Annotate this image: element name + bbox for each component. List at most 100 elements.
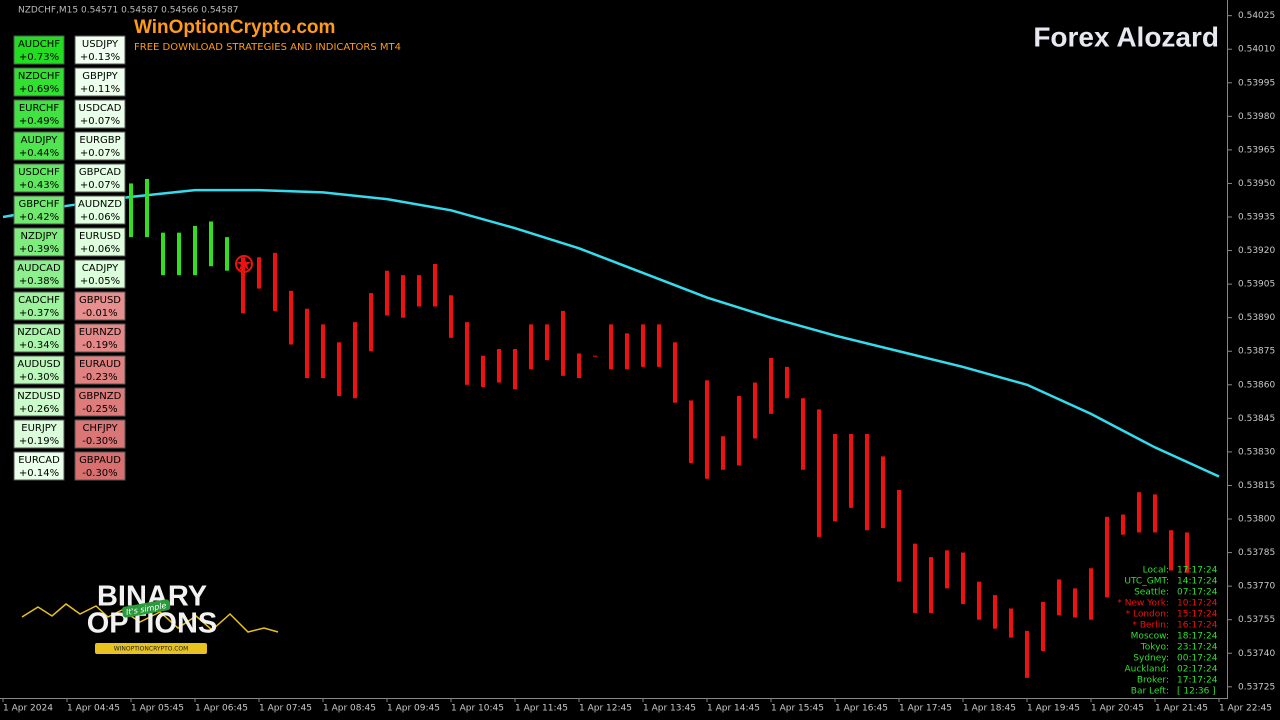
pair-name: NZDCAD (17, 327, 61, 338)
pair-change: +0.69% (19, 84, 59, 95)
pair-name: GBPCHF (19, 199, 60, 210)
x-tick-label: 1 Apr 19:45 (1027, 704, 1080, 714)
pair-name: NZDUSD (17, 391, 61, 402)
range-bar (625, 333, 629, 370)
x-tick-label: 1 Apr 07:45 (259, 704, 312, 714)
strength-cell (13, 99, 65, 129)
x-tick-label: 1 Apr 17:45 (899, 704, 952, 714)
range-bar (1041, 601, 1045, 652)
range-bar (1137, 492, 1141, 533)
clock-label: UTC_GMT: (1124, 577, 1169, 587)
pair-name: GBPNZD (79, 391, 122, 402)
y-tick-label: 0.53800 (1238, 515, 1275, 525)
strength-cell (74, 323, 126, 353)
range-bar (673, 342, 677, 403)
strength-cell (74, 67, 126, 97)
range-bar (657, 324, 661, 367)
x-tick-label: 1 Apr 13:45 (643, 704, 696, 714)
y-tick-label: 0.53935 (1238, 213, 1275, 223)
range-bar (785, 366, 789, 399)
pair-change: +0.07% (80, 148, 120, 159)
pair-name: GBPAUD (79, 455, 121, 466)
range-bar (801, 398, 805, 470)
clock-time: 17:17:24 (1177, 566, 1218, 576)
clock-time: 14:17:24 (1177, 577, 1218, 587)
x-tick-label: 1 Apr 2024 (3, 704, 53, 714)
range-bar (369, 293, 373, 352)
pair-name: AUDNZD (78, 199, 122, 210)
range-bar (865, 434, 869, 531)
clock-label: Bar Left: (1131, 687, 1169, 697)
strength-cell (13, 323, 65, 353)
y-tick-label: 0.53905 (1238, 280, 1275, 290)
range-bar (753, 382, 757, 439)
pair-change: +0.73% (19, 52, 59, 63)
range-bar (209, 221, 213, 267)
range-bar (1009, 608, 1013, 638)
y-tick-label: 0.53830 (1238, 447, 1275, 457)
x-tick-label: 1 Apr 14:45 (707, 704, 760, 714)
clock-label: * London: (1126, 610, 1169, 620)
range-bar (449, 295, 453, 338)
x-tick-label: 1 Apr 15:45 (771, 704, 824, 714)
y-tick-label: 0.53785 (1238, 548, 1275, 558)
range-bar (353, 322, 357, 399)
x-tick-label: 1 Apr 11:45 (515, 704, 568, 714)
range-bar (993, 595, 997, 629)
y-tick-label: 0.53950 (1238, 179, 1275, 189)
pair-name: USDCHF (18, 167, 60, 178)
signal-star (235, 255, 253, 273)
range-bar (961, 552, 965, 605)
range-bar (593, 355, 597, 357)
pair-name: EURAUD (79, 359, 121, 370)
pair-name: AUDCHF (18, 39, 60, 50)
pair-name: EURCHF (19, 103, 60, 114)
range-bar (721, 436, 725, 470)
pair-name: GBPCAD (79, 167, 121, 178)
range-bar (737, 395, 741, 466)
range-bar (641, 324, 645, 367)
clock-time: 23:17:24 (1177, 643, 1218, 653)
range-bar (977, 581, 981, 620)
y-tick-label: 0.53995 (1238, 78, 1275, 88)
range-bar (337, 342, 341, 396)
pair-name: EURCAD (18, 455, 60, 466)
x-tick-label: 1 Apr 22:45 (1219, 704, 1272, 714)
pair-name: EURUSD (79, 231, 121, 242)
pair-name: GBPUSD (79, 295, 121, 306)
range-bar (529, 324, 533, 370)
pair-name: NZDJPY (21, 231, 59, 242)
range-bar (913, 543, 917, 613)
range-bar (1089, 568, 1093, 620)
pair-change: -0.19% (82, 340, 117, 351)
x-tick-label: 1 Apr 20:45 (1091, 704, 1144, 714)
strength-cell (13, 163, 65, 193)
strength-cell (74, 35, 126, 65)
site-name: WinOptionCrypto.com (134, 17, 335, 38)
range-bar (1057, 579, 1061, 616)
pair-change: +0.37% (19, 308, 59, 319)
range-bar (129, 183, 133, 238)
range-bar (1169, 530, 1173, 571)
strength-cell (74, 451, 126, 481)
clock-label: Moscow: (1131, 632, 1169, 642)
binary-logo: BINARY OPTIONS It's simple WINOPTIONCRYP… (21, 581, 279, 654)
range-bar (1153, 494, 1157, 533)
y-tick-label: 0.53755 (1238, 615, 1275, 625)
range-bar (1073, 588, 1077, 618)
clock-time: 16:17:24 (1177, 621, 1218, 631)
range-bar (929, 557, 933, 613)
x-tick-label: 1 Apr 05:45 (131, 704, 184, 714)
clock-time: 02:17:24 (1177, 665, 1218, 675)
pair-change: -0.25% (82, 404, 117, 415)
pair-name: AUDJPY (21, 135, 59, 146)
logo-zigzag (21, 603, 279, 633)
strength-cell (74, 131, 126, 161)
y-tick-label: 0.53890 (1238, 313, 1275, 323)
strength-cell (13, 355, 65, 385)
range-bar (1121, 514, 1125, 535)
range-bar (945, 550, 949, 589)
strength-cell (13, 259, 65, 289)
y-tick-label: 0.53860 (1238, 380, 1275, 390)
pair-change: +0.43% (19, 180, 59, 191)
